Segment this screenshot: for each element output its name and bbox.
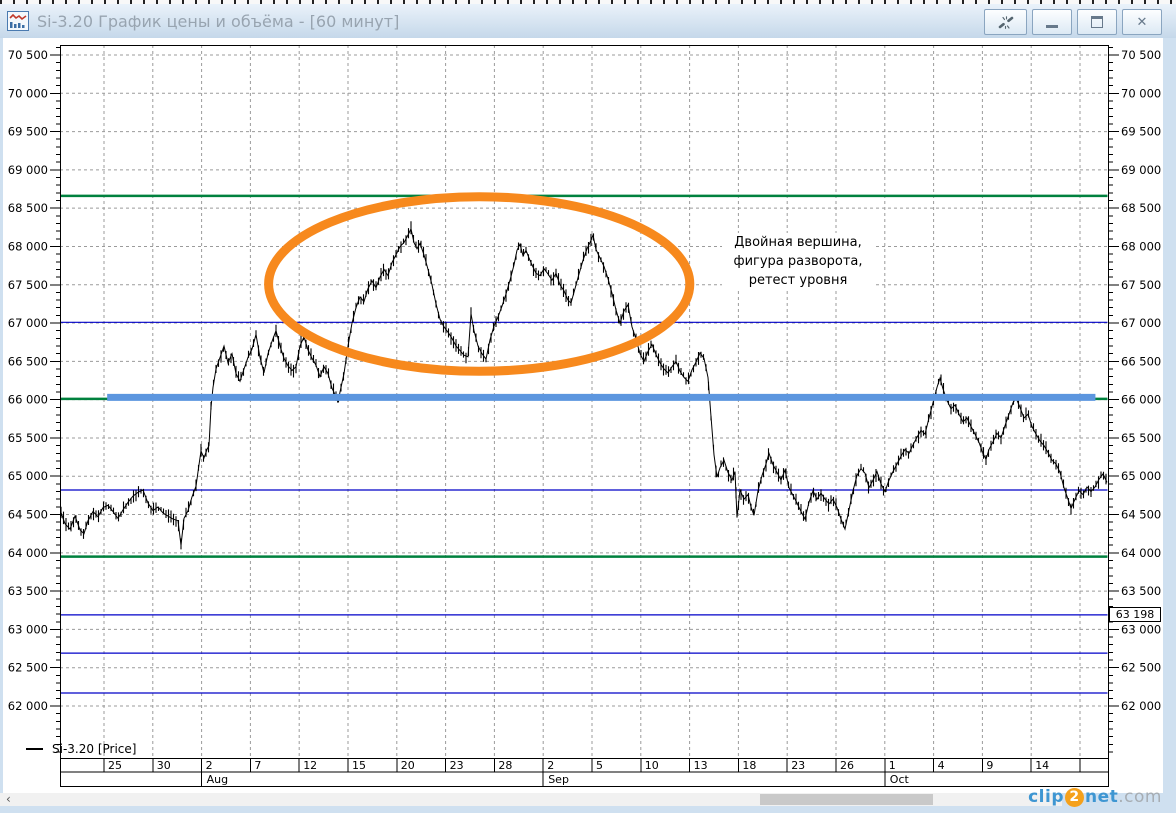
svg-text:Oct: Oct <box>890 773 910 786</box>
svg-text:64 500: 64 500 <box>1121 508 1161 522</box>
watermark-com: .com <box>1118 787 1162 807</box>
legend-line-icon <box>26 748 43 750</box>
broken-link-icon <box>998 15 1013 29</box>
svg-text:70 500: 70 500 <box>1121 48 1161 62</box>
svg-text:14: 14 <box>1035 759 1049 772</box>
maximize-button[interactable] <box>1077 9 1117 35</box>
svg-text:70 500: 70 500 <box>8 48 48 62</box>
svg-text:67 500: 67 500 <box>1121 278 1161 292</box>
svg-text:64 000: 64 000 <box>8 546 48 560</box>
window-title: Si-3.20 График цены и объёма - [60 минут… <box>37 11 400 31</box>
legend: Si-3.20 [Price] <box>26 742 136 756</box>
svg-text:28: 28 <box>498 759 512 772</box>
grid-lines <box>60 45 1108 758</box>
chart-panel <box>3 38 1163 793</box>
svg-text:12: 12 <box>303 759 317 772</box>
svg-text:69 500: 69 500 <box>8 125 48 139</box>
chevron-left-icon[interactable]: ‹ <box>6 792 11 806</box>
horizontal-scrollbar[interactable]: ‹ <box>0 793 1062 806</box>
svg-text:4: 4 <box>938 759 945 772</box>
minimize-button[interactable] <box>1032 9 1072 35</box>
plot-border <box>60 45 1109 759</box>
svg-text:66 000: 66 000 <box>8 393 48 407</box>
svg-text:26: 26 <box>840 759 854 772</box>
watermark-net: net <box>1085 787 1119 807</box>
svg-text:2: 2 <box>547 759 554 772</box>
svg-text:64 500: 64 500 <box>8 508 48 522</box>
svg-text:20: 20 <box>401 759 415 772</box>
svg-text:Sep: Sep <box>548 773 569 786</box>
svg-text:65 500: 65 500 <box>1121 431 1161 445</box>
svg-text:67 000: 67 000 <box>8 316 48 330</box>
svg-text:65 000: 65 000 <box>8 469 48 483</box>
close-icon: ✕ <box>1136 14 1148 30</box>
svg-text:66 500: 66 500 <box>1121 354 1161 368</box>
svg-text:67 500: 67 500 <box>8 278 48 292</box>
svg-text:63 500: 63 500 <box>8 584 48 598</box>
unpin-button[interactable] <box>984 9 1027 35</box>
y-axis: 70 500 70 500 70 000 70 000 69 500 69 500 69 0… <box>8 46 1161 753</box>
svg-text:62 500: 62 500 <box>1121 661 1161 675</box>
chart-text-annotation[interactable]: Двойная вершина, фигура разворота, ретес… <box>722 233 874 290</box>
close-button[interactable]: ✕ <box>1122 9 1162 35</box>
svg-text:70 000: 70 000 <box>1121 86 1161 100</box>
scrollbar-thumb[interactable] <box>760 794 933 805</box>
svg-text:64 000: 64 000 <box>1121 546 1161 560</box>
svg-text:68 000: 68 000 <box>1121 239 1161 253</box>
watermark-clip: clip <box>1028 787 1065 807</box>
svg-text:63 000: 63 000 <box>1121 622 1161 636</box>
svg-text:23: 23 <box>791 759 805 772</box>
svg-text:66 000: 66 000 <box>1121 393 1161 407</box>
maximize-icon <box>1091 16 1103 28</box>
svg-text:15: 15 <box>352 759 366 772</box>
svg-text:23: 23 <box>450 759 464 772</box>
svg-text:69 000: 69 000 <box>8 163 48 177</box>
svg-text:67 000: 67 000 <box>1121 316 1161 330</box>
svg-text:69 500: 69 500 <box>1121 125 1161 139</box>
ellipse-annotation[interactable] <box>264 192 695 376</box>
svg-text:25: 25 <box>108 759 122 772</box>
svg-text:69 000: 69 000 <box>1121 163 1161 177</box>
annotation-line: фигура разворота, <box>733 254 863 269</box>
svg-text:66 500: 66 500 <box>8 354 48 368</box>
svg-text:63 500: 63 500 <box>1121 584 1161 598</box>
svg-text:Aug: Aug <box>207 773 228 786</box>
current-price-badge: 63 198 <box>1109 607 1161 622</box>
svg-text:65 500: 65 500 <box>8 431 48 445</box>
clip2net-watermark: clip 2 net .com <box>1028 787 1162 807</box>
svg-text:18: 18 <box>742 759 756 772</box>
svg-text:63 000: 63 000 <box>8 622 48 636</box>
svg-text:10: 10 <box>645 759 659 772</box>
svg-text:70 000: 70 000 <box>8 86 48 100</box>
svg-text:68 000: 68 000 <box>8 239 48 253</box>
svg-text:7: 7 <box>254 759 261 772</box>
svg-text:9: 9 <box>986 759 993 772</box>
minimize-icon <box>1046 24 1058 28</box>
svg-text:62 500: 62 500 <box>8 661 48 675</box>
titlebar[interactable]: Si-3.20 График цены и объёма - [60 минут… <box>0 4 1176 38</box>
svg-text:5: 5 <box>596 759 603 772</box>
svg-text:68 500: 68 500 <box>8 201 48 215</box>
svg-text:30: 30 <box>157 759 171 772</box>
annotation-line: Двойная вершина, <box>734 235 862 250</box>
legend-label: Si-3.20 [Price] <box>52 742 137 756</box>
watermark-circle-2: 2 <box>1065 787 1085 807</box>
svg-text:62 000: 62 000 <box>1121 699 1161 713</box>
svg-text:62 000: 62 000 <box>8 699 48 713</box>
window-controls: ✕ <box>984 9 1162 35</box>
svg-text:2: 2 <box>206 759 213 772</box>
svg-text:65 000: 65 000 <box>1121 469 1161 483</box>
svg-text:68 500: 68 500 <box>1121 201 1161 215</box>
window-top-edge <box>0 0 1176 4</box>
level-lines <box>60 194 1108 694</box>
price-series <box>60 221 1108 550</box>
chart-icon <box>7 11 29 31</box>
annotation-line: ретест уровня <box>748 273 848 288</box>
svg-text:13: 13 <box>694 759 708 772</box>
svg-text:1: 1 <box>889 759 896 772</box>
